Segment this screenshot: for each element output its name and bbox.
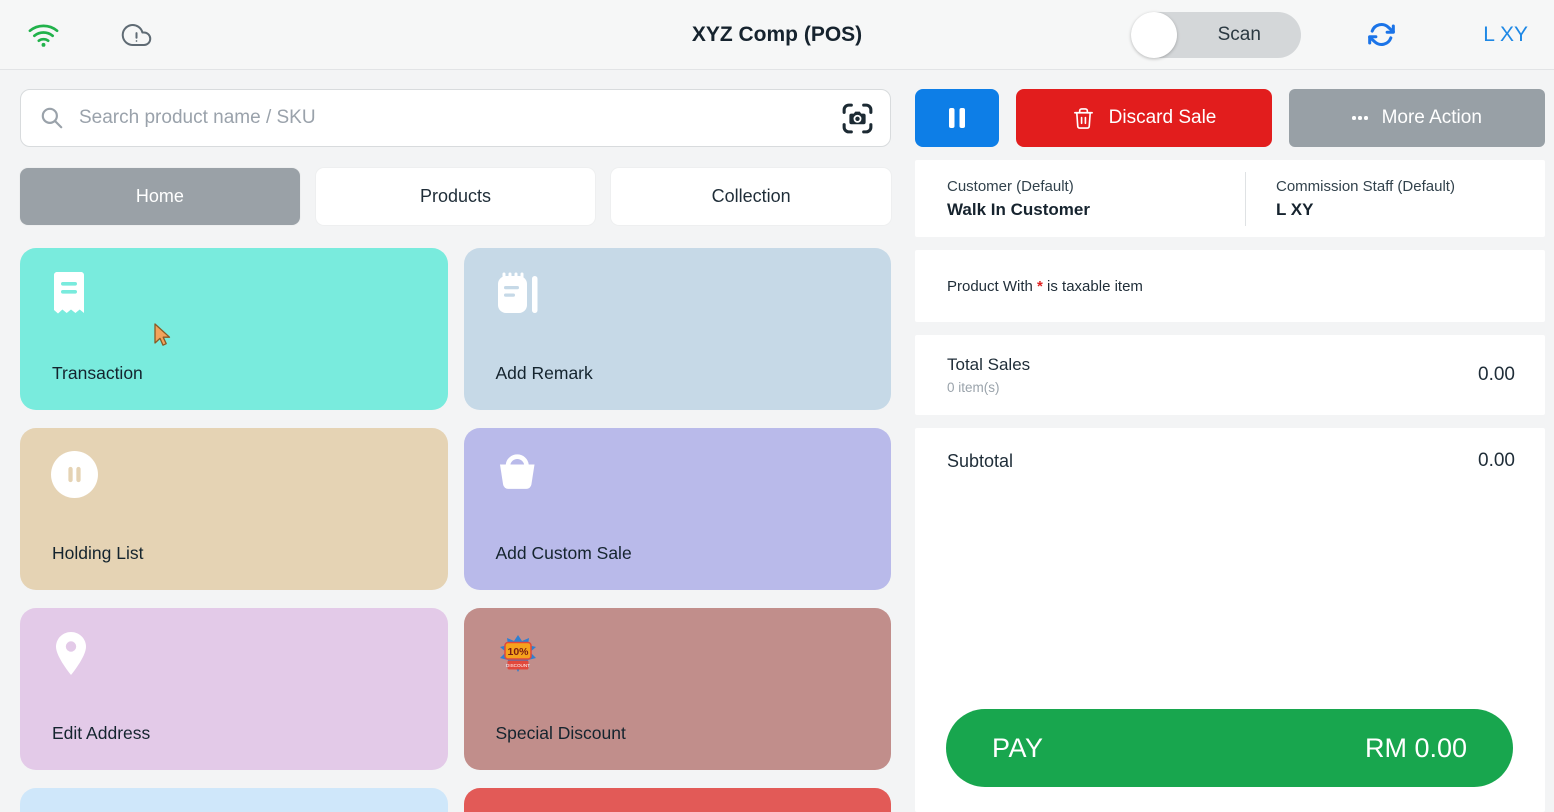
pay-button[interactable]: PAY RM 0.00 bbox=[946, 709, 1513, 787]
tab-home[interactable]: Home bbox=[20, 168, 300, 225]
top-bar: XYZ Comp (POS) Scan L XY bbox=[0, 0, 1554, 70]
scan-toggle-knob[interactable] bbox=[1131, 11, 1178, 58]
cart-panel: Discard Sale More Action Customer (Defau… bbox=[915, 70, 1545, 812]
camera-scan-icon[interactable] bbox=[839, 100, 876, 137]
scan-toggle-label: Scan bbox=[1217, 23, 1261, 45]
pause-icon bbox=[948, 107, 966, 129]
subtotal-card: Subtotal 0.00 PAY RM 0.00 bbox=[915, 428, 1545, 812]
tile-label: Transaction bbox=[52, 363, 143, 383]
refresh-icon[interactable] bbox=[1368, 21, 1396, 48]
basket-icon bbox=[494, 450, 540, 494]
customer-staff-card: Customer (Default) Walk In Customer Comm… bbox=[915, 160, 1545, 237]
discard-sale-label: Discard Sale bbox=[1108, 107, 1217, 128]
tile-add-remark[interactable]: Add Remark bbox=[463, 248, 891, 410]
tile-transaction[interactable]: Transaction bbox=[20, 248, 448, 410]
receipt-icon bbox=[50, 270, 88, 316]
pay-label: PAY bbox=[992, 732, 1044, 763]
tile-edit-address[interactable]: Edit Address bbox=[20, 608, 448, 770]
tab-label: Collection bbox=[711, 186, 791, 206]
tab-label: Products bbox=[419, 186, 492, 206]
commission-staff-selector[interactable]: Commission Staff (Default) L XY bbox=[1246, 172, 1545, 226]
customer-label: Customer (Default) bbox=[947, 177, 1074, 195]
discard-sale-button[interactable]: Discard Sale bbox=[1016, 89, 1272, 147]
customer-selector[interactable]: Customer (Default) Walk In Customer bbox=[947, 171, 1246, 226]
subtotal-value: 0.00 bbox=[1478, 450, 1515, 471]
notepad-icon bbox=[494, 270, 540, 316]
tab-label: Home bbox=[135, 186, 184, 206]
total-sales-card: Total Sales 0 item(s) 0.00 bbox=[915, 335, 1545, 415]
items-count: 0 item(s) bbox=[947, 380, 1000, 395]
app-title: XYZ Comp (POS) bbox=[691, 22, 863, 46]
tile-partial-right[interactable] bbox=[463, 788, 891, 812]
ellipsis-icon bbox=[1352, 116, 1368, 120]
more-action-label: More Action bbox=[1381, 107, 1482, 128]
user-initials-link[interactable]: L XY bbox=[1483, 22, 1528, 46]
taxable-star: * bbox=[1037, 277, 1043, 295]
tile-add-custom-sale[interactable]: Add Custom Sale bbox=[463, 428, 891, 590]
total-sales-value: 0.00 bbox=[1478, 364, 1515, 385]
tab-products[interactable]: Products bbox=[315, 168, 596, 225]
taxable-note: Product With * is taxable item bbox=[947, 278, 1143, 295]
scan-toggle[interactable]: Scan bbox=[1131, 11, 1302, 58]
taxable-note-suffix: is taxable item bbox=[1042, 277, 1143, 295]
location-pin-icon bbox=[50, 630, 92, 678]
discount-word-text: DISCOUNT bbox=[506, 663, 530, 668]
taxable-note-card: Product With * is taxable item bbox=[915, 250, 1545, 322]
tab-collection[interactable]: Collection bbox=[611, 168, 892, 225]
cart-action-row: Discard Sale More Action bbox=[915, 89, 1545, 147]
commission-staff-label: Commission Staff (Default) bbox=[1276, 177, 1455, 195]
customer-value: Walk In Customer bbox=[947, 199, 1090, 219]
tile-holding-list[interactable]: Holding List bbox=[20, 428, 448, 590]
more-action-button[interactable]: More Action bbox=[1289, 89, 1545, 147]
search-input[interactable] bbox=[79, 107, 839, 129]
wifi-icon bbox=[28, 22, 59, 48]
cloud-alert-icon[interactable] bbox=[121, 20, 152, 50]
product-panel: Home Products Collection Transaction bbox=[0, 70, 911, 812]
pay-amount: RM 0.00 bbox=[1364, 732, 1467, 763]
search-bar bbox=[20, 89, 891, 147]
total-sales-label: Total Sales bbox=[947, 355, 1031, 374]
tile-label: Edit Address bbox=[52, 723, 151, 743]
action-tile-grid: Transaction bbox=[20, 248, 891, 812]
category-tabs: Home Products Collection bbox=[20, 168, 892, 225]
tile-label: Special Discount bbox=[495, 723, 626, 743]
subtotal-label: Subtotal bbox=[947, 450, 1014, 471]
trash-icon bbox=[1072, 107, 1095, 130]
hold-sale-button[interactable] bbox=[915, 89, 999, 147]
pause-circle-icon bbox=[50, 450, 99, 499]
search-icon bbox=[39, 105, 65, 131]
tile-special-discount[interactable]: 10% DISCOUNT Special Discount bbox=[463, 608, 891, 770]
discount-badge-icon: 10% DISCOUNT bbox=[498, 634, 538, 678]
taxable-note-prefix: Product With bbox=[947, 277, 1038, 295]
tile-label: Add Custom Sale bbox=[495, 543, 632, 563]
tile-label: Add Remark bbox=[495, 363, 593, 383]
main-area: Home Products Collection Transaction bbox=[0, 70, 1554, 812]
discount-percent-text: 10% bbox=[507, 646, 529, 658]
commission-staff-value: L XY bbox=[1276, 199, 1314, 219]
tile-label: Holding List bbox=[52, 543, 144, 563]
tile-partial-left[interactable] bbox=[20, 788, 448, 812]
